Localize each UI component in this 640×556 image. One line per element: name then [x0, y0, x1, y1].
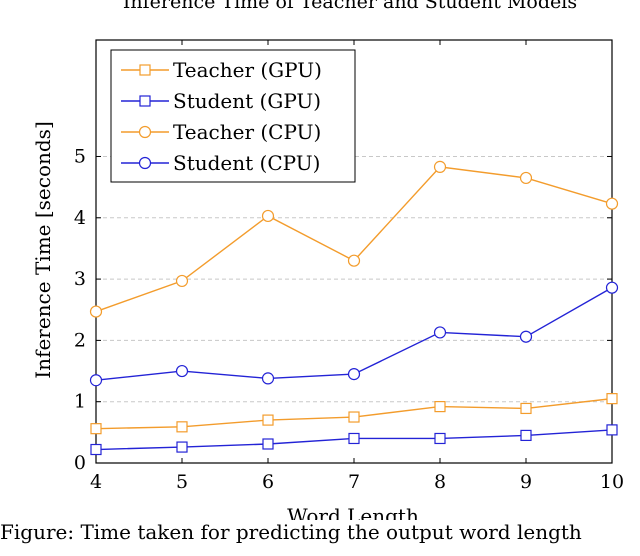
data-point [520, 402, 532, 415]
x-tick-label: 9 [520, 471, 532, 493]
data-point [519, 171, 533, 185]
x-axis-title: Word Length [287, 504, 419, 520]
y-tick-label: 4 [74, 207, 86, 229]
data-point [261, 209, 275, 223]
series-3 [89, 160, 619, 318]
inference-time-chart: 4 5 6 7 8 9 10 0 1 2 3 4 5 Inference Time of Teache… [31, 0, 624, 520]
y-tick-label: 1 [74, 391, 86, 413]
legend: Teacher (GPU) Student (GPU) Teacher (CPU) S… [110, 49, 356, 183]
data-point [175, 274, 189, 288]
data-point [347, 368, 361, 381]
data-point [348, 411, 360, 423]
legend-label: Student (CPU) [173, 151, 320, 175]
data-point [347, 254, 361, 267]
legend-label: Teacher (CPU) [173, 120, 321, 144]
data-point [90, 423, 102, 435]
data-point [519, 330, 533, 343]
data-point [520, 429, 532, 442]
data-point [89, 374, 103, 387]
x-tick-label: 10 [600, 471, 624, 493]
x-tick-label: 6 [262, 471, 274, 493]
legend-marker [138, 125, 152, 139]
series-line [95, 287, 613, 381]
y-tick-label: 2 [74, 329, 86, 351]
data-point [262, 438, 274, 450]
data-point [606, 424, 618, 436]
series-layer [89, 160, 619, 456]
legend-label: Student (GPU) [173, 89, 321, 113]
x-tick-label: 5 [176, 471, 188, 493]
x-tick-label: 7 [348, 471, 360, 493]
legend-marker [139, 95, 151, 107]
legend-marker [138, 156, 152, 170]
data-point [433, 326, 447, 339]
data-point [262, 414, 274, 426]
y-tick-label: 5 [74, 145, 86, 167]
gridlines [96, 155, 612, 403]
series-1 [90, 393, 618, 435]
data-point [90, 443, 102, 456]
x-axis-ticks: 4 5 6 7 8 9 10 [90, 40, 624, 493]
data-point [605, 281, 619, 294]
chart-title: Inference Time of Teacher and Student Mo… [123, 0, 577, 13]
legend-box [110, 49, 356, 183]
data-point [175, 364, 189, 378]
y-axis-title: Inference Time [seconds] [31, 121, 55, 378]
data-point [605, 197, 619, 210]
data-point [606, 393, 618, 405]
data-point [348, 432, 360, 445]
legend-marker [139, 64, 151, 76]
y-axis-ticks: 0 1 2 3 4 5 [74, 145, 612, 474]
data-point [261, 372, 275, 385]
data-point [433, 160, 447, 173]
y-tick-label: 3 [74, 268, 86, 290]
y-tick-label: 0 [74, 452, 86, 474]
data-point [89, 305, 103, 318]
legend-label: Teacher (GPU) [173, 58, 322, 82]
data-point [176, 421, 188, 433]
figure-caption: Figure: Time taken for predicting the ou… [0, 520, 582, 544]
data-point [434, 401, 446, 413]
series-line [95, 166, 613, 313]
data-point [176, 441, 188, 453]
x-tick-label: 4 [90, 471, 102, 493]
x-tick-label: 8 [434, 471, 446, 493]
data-point [434, 432, 446, 445]
series-2 [90, 424, 618, 456]
series-4 [89, 281, 619, 387]
